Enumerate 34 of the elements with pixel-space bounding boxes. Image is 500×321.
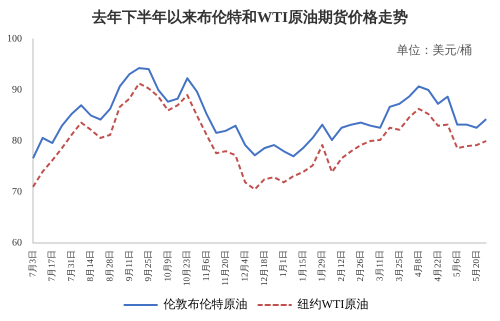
line-series — [32, 82, 488, 190]
x-tick-label: 1月1日 — [278, 250, 288, 277]
y-tick-label: 70 — [12, 186, 22, 198]
legend-label: 伦敦布伦特原油 — [164, 297, 248, 312]
x-tick-label: 1月15日 — [297, 250, 308, 282]
x-tick-label: 7月3日 — [27, 250, 38, 277]
y-tick-label: 100 — [7, 34, 22, 45]
legend-label: 纽约WTI原油 — [298, 297, 368, 312]
x-tick-label: 7月17日 — [46, 250, 57, 282]
x-tick-label: 2月12日 — [336, 250, 346, 282]
x-tick-label: 10月23日 — [182, 250, 192, 286]
x-tick-label: 1月29日 — [316, 250, 327, 282]
x-tick-label: 7月31日 — [66, 250, 76, 282]
x-tick-label: 11月6日 — [200, 250, 211, 282]
x-tick-label: 11月20日 — [220, 250, 230, 286]
y-tick-label: 60 — [12, 238, 22, 249]
x-tick-label: 4月22日 — [432, 250, 442, 282]
y-tick-label: 80 — [12, 136, 22, 147]
x-tick-label: 5月6日 — [452, 250, 462, 277]
x-tick-label: 3月25日 — [394, 250, 404, 282]
x-tick-label: 4月8日 — [413, 250, 424, 277]
x-tick-label: 3月11日 — [374, 250, 384, 282]
x-tick-label: 12月4日 — [239, 250, 250, 282]
annotation: 单位：美元/桶 — [396, 42, 472, 59]
x-tick-label: 10月9日 — [162, 250, 172, 282]
x-tick-label: 9月25日 — [143, 250, 154, 282]
x-tick-label: 9月11日 — [124, 250, 134, 282]
x-tick-label: 12月18日 — [258, 250, 269, 286]
x-tick-label: 5月20日 — [470, 250, 481, 282]
chart-title: 去年下半年以来布伦特和WTI原油期货价格走势 — [91, 8, 409, 27]
y-tick-label: 90 — [12, 84, 22, 96]
x-tick-label: 8月28日 — [104, 250, 114, 282]
x-tick-label: 2月26日 — [355, 250, 366, 282]
x-tick-label: 8月14日 — [85, 250, 96, 282]
